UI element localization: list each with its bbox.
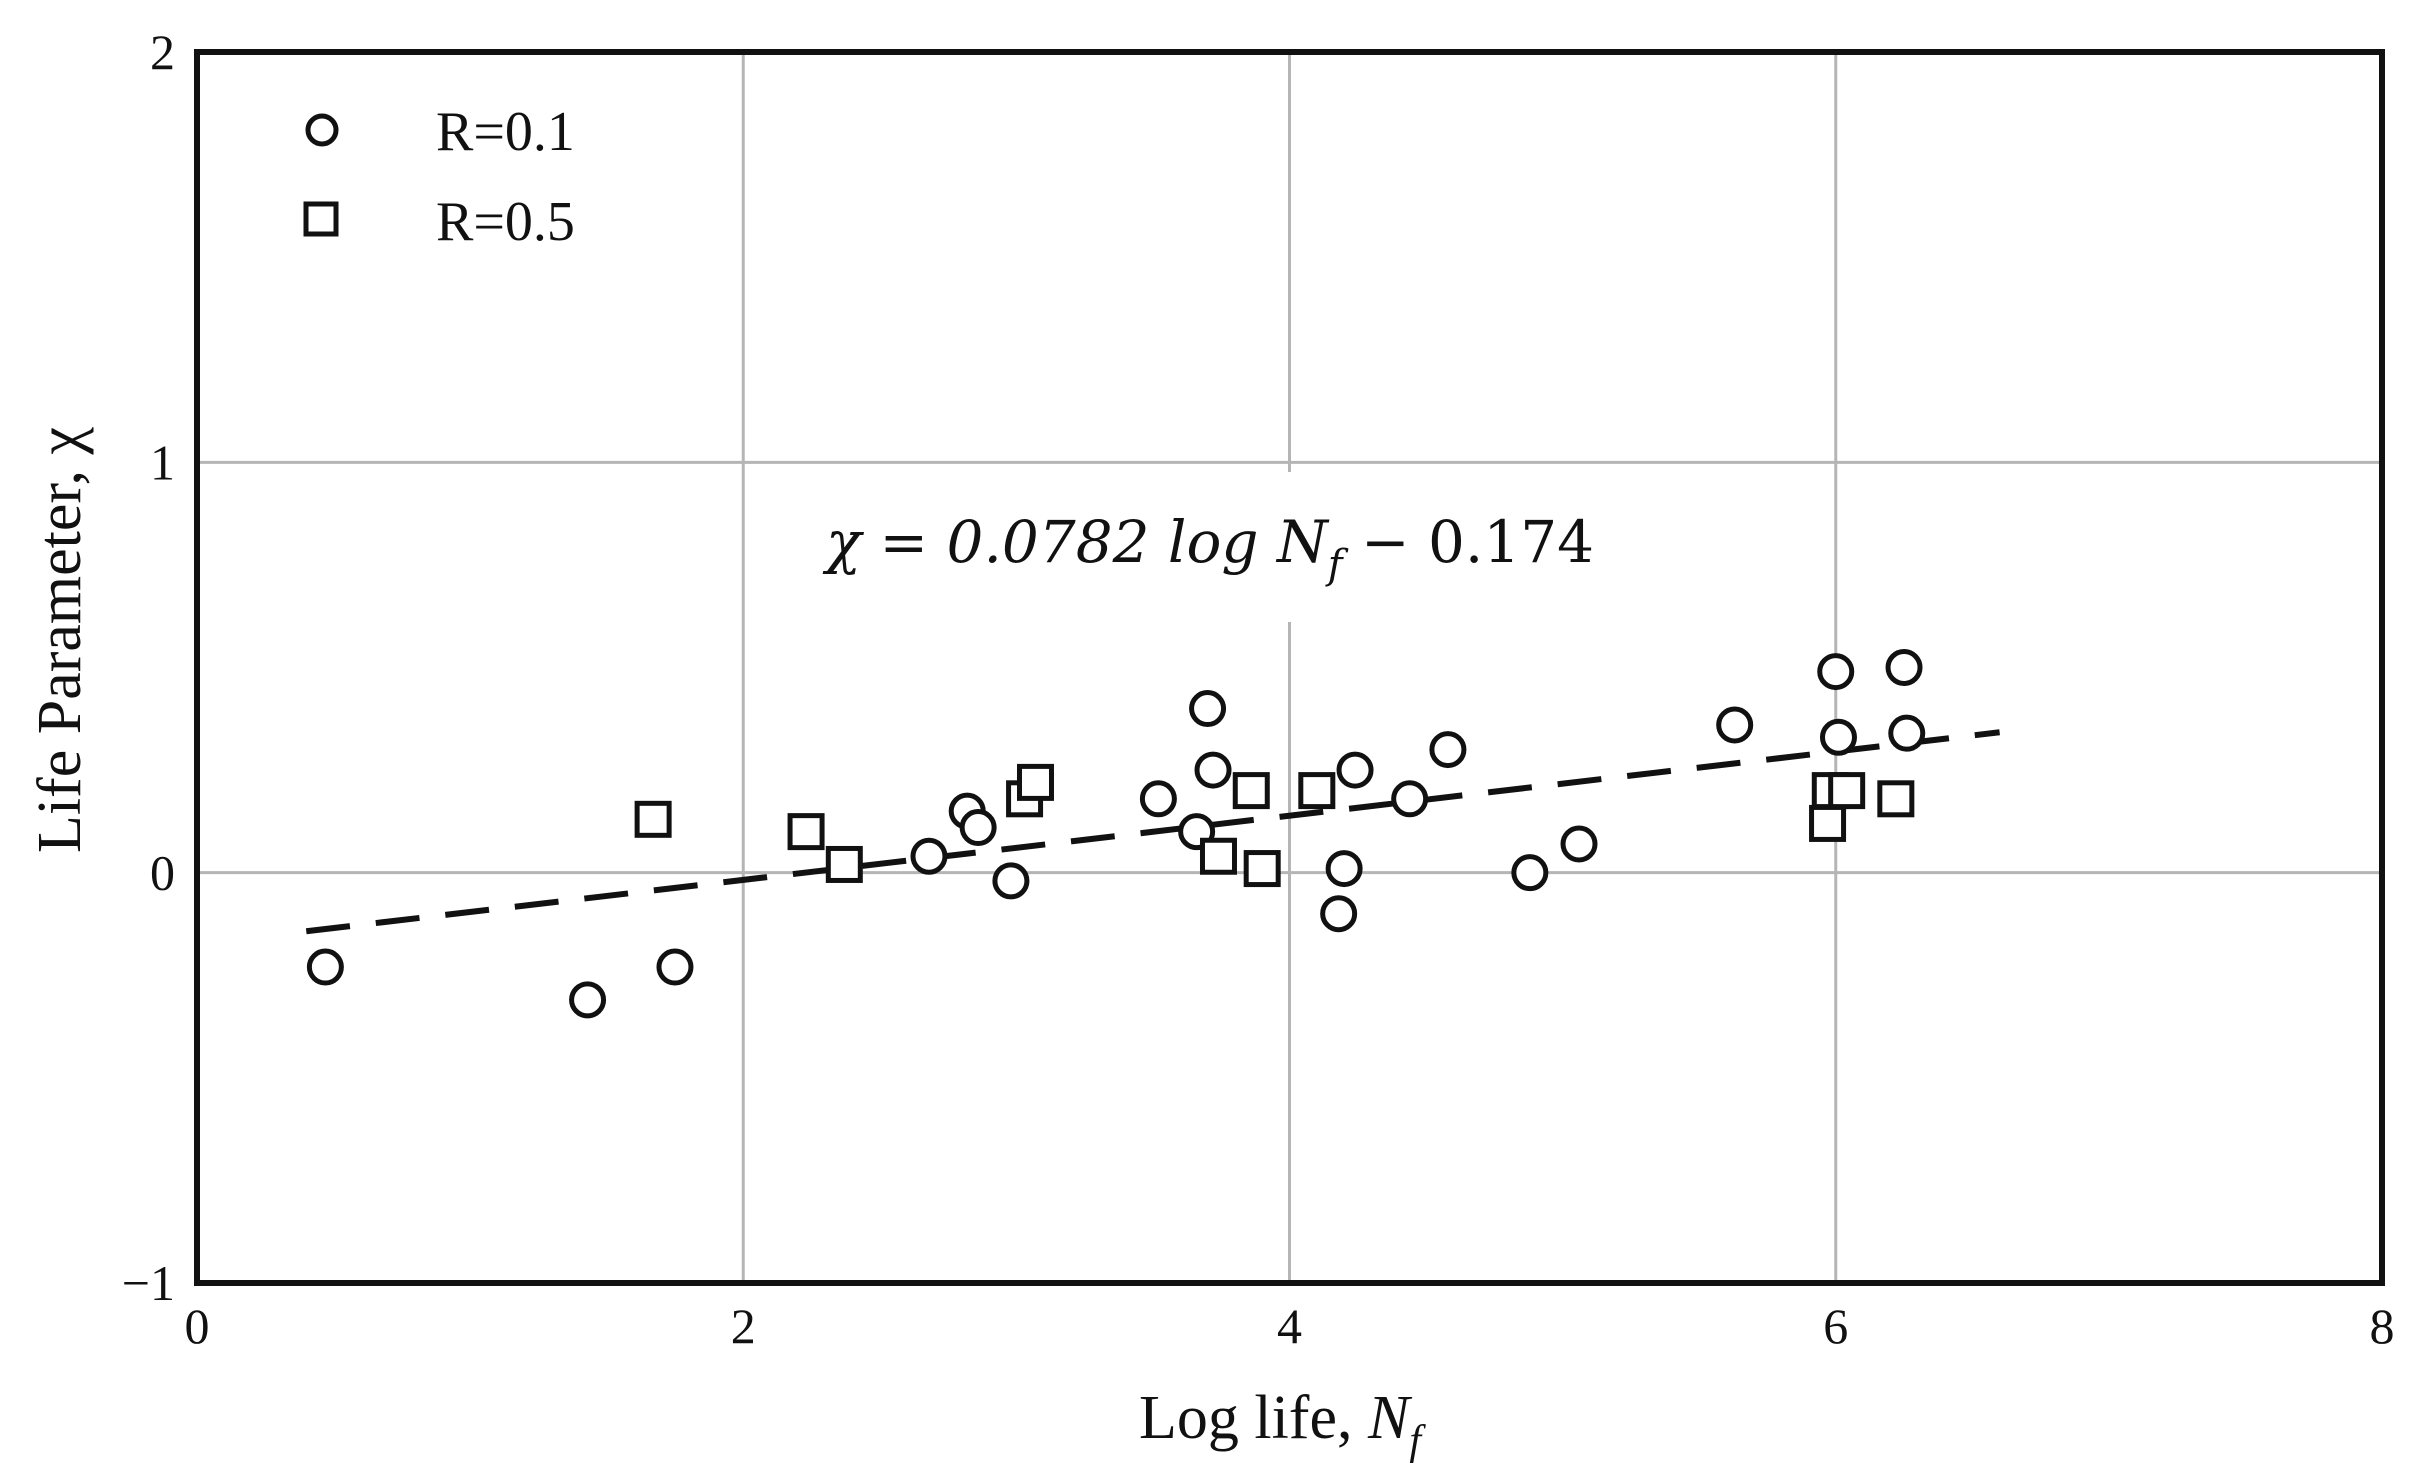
x-tick-label: 0 [185,1298,210,1354]
data-point-square [1809,804,1847,842]
data-point-square [1243,850,1281,888]
annotation-layer: χ = 0.0782 log Nf − 0.174 [770,472,1650,622]
y-tick-label: 0 [150,845,175,901]
data-point-circle [1817,653,1855,691]
data-point-circle [1139,780,1177,818]
data-point-square [1232,772,1270,810]
data-point-circle [1511,854,1549,892]
data-markers [306,649,1926,1019]
x-tick-label: 2 [731,1298,756,1354]
y-tick-label: 1 [150,434,175,490]
plot-frame [194,49,2385,1286]
x-axis-title-symbol: N [1367,1384,1413,1452]
x-axis-title-text: Log life, [1139,1384,1368,1452]
legend: R=0.1 R=0.5 [303,101,575,253]
data-point-circle [959,809,997,847]
x-axis-title-subscript: f [1409,1418,1426,1464]
fit-equation: χ = 0.0782 log Nf − 0.174 [822,508,1594,588]
data-point-circle [569,981,607,1019]
equation-lhs: χ = 0.0782 log [822,508,1277,576]
data-point-circle [1560,825,1598,863]
data-point-circle [1888,714,1926,752]
data-point-circle [1716,706,1754,744]
data-point-circle [1391,780,1429,818]
data-point-circle [1325,850,1363,888]
equation-symbol: N [1275,508,1330,576]
data-point-square [787,813,825,851]
annotation-background [770,472,1650,622]
data-point-square [634,800,672,838]
fit-line [305,729,2000,935]
data-point-circle [992,862,1030,900]
data-point-circle [1336,751,1374,789]
data-point-circle [910,837,948,875]
x-tick-label: 4 [1277,1298,1302,1354]
legend-label-r05: R=0.5 [436,191,575,253]
data-point-circle [1819,718,1857,756]
equation-rhs: − 0.174 [1343,508,1595,576]
data-point-square [1828,772,1866,810]
y-axis-title: Life Parameter, χ [26,426,94,853]
data-point-square [1877,780,1915,818]
data-point-circle [1320,895,1358,933]
data-point-circle [1885,649,1923,686]
data-point-circle [1194,751,1232,789]
y-tick-label: 2 [150,24,175,80]
legend-label-r01: R=0.1 [436,101,575,163]
x-axis-title: Log life, Nf [1139,1384,1426,1464]
data-point-square [825,845,863,883]
data-point-circle [656,948,694,986]
y-tick-label: −1 [122,1255,175,1311]
data-point-square [1298,772,1336,810]
x-tick-label: 8 [2370,1298,2395,1354]
data-point-square [1199,837,1237,875]
legend-marker-circle [305,113,339,147]
data-point-circle [1189,690,1227,728]
data-point-circle [1429,731,1467,769]
fit-line-layer [305,729,2000,935]
data-point-square [1016,763,1054,801]
data-point-circle [306,948,344,986]
legend-marker-square [303,201,339,237]
x-tick-label: 6 [1823,1298,1848,1354]
